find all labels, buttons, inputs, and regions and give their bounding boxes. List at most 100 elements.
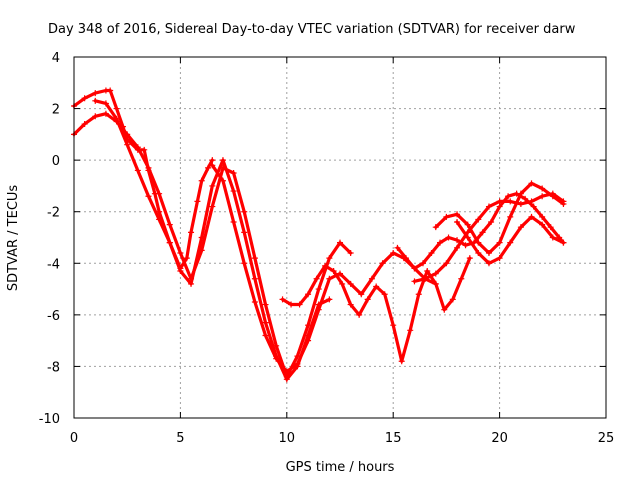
- data-point: [443, 260, 450, 267]
- data-point: [339, 280, 346, 287]
- grid: [74, 57, 606, 418]
- data-point: [124, 141, 131, 148]
- data-point: [124, 131, 131, 138]
- data-point: [241, 208, 248, 215]
- data-point: [209, 157, 216, 164]
- data-point: [262, 332, 269, 339]
- data-point: [560, 200, 567, 207]
- data-point: [475, 249, 482, 256]
- series-track-4: [209, 162, 439, 375]
- data-point: [496, 203, 503, 210]
- x-tick-label: 15: [385, 431, 402, 446]
- series-track-8: [432, 180, 567, 256]
- data-point: [496, 239, 503, 246]
- data-point: [464, 234, 471, 241]
- data-point: [219, 177, 226, 184]
- data-point: [322, 262, 329, 269]
- data-point: [188, 229, 195, 236]
- plot-frame: [73, 56, 607, 419]
- data-point: [496, 198, 503, 205]
- data-point: [485, 249, 492, 256]
- data-point: [432, 224, 439, 231]
- data-point: [539, 185, 546, 192]
- data-point: [432, 280, 439, 287]
- data-point: [337, 239, 343, 246]
- data-point: [330, 268, 337, 275]
- data-point: [549, 193, 556, 200]
- data-point: [347, 301, 354, 308]
- data-point: [315, 306, 322, 313]
- data-point: [166, 239, 173, 246]
- data-point: [81, 95, 88, 102]
- y-tick-label: 4: [52, 51, 60, 66]
- data-point: [454, 244, 461, 251]
- series-track-9: [454, 213, 567, 267]
- data-point: [496, 255, 503, 262]
- data-point: [205, 164, 212, 171]
- y-tick-label: -2: [47, 206, 60, 221]
- x-axis-label: GPS time / hours: [286, 460, 395, 475]
- data-point: [507, 239, 514, 246]
- data-point: [230, 219, 237, 226]
- data-point: [241, 229, 248, 236]
- y-tick-label: -8: [47, 360, 60, 375]
- data-point: [373, 283, 380, 290]
- data-point: [347, 249, 354, 256]
- data-point: [107, 87, 114, 94]
- series-track-2: [71, 110, 354, 380]
- data-point: [539, 213, 546, 220]
- data-point: [394, 244, 401, 251]
- data-point: [288, 301, 295, 308]
- data-point: [283, 376, 290, 383]
- data-point: [379, 260, 386, 267]
- y-tick-label: -10: [39, 412, 60, 427]
- data-point: [305, 291, 312, 298]
- data-point: [539, 193, 546, 200]
- data-point: [411, 278, 418, 285]
- data-point: [530, 203, 537, 210]
- data-point: [145, 193, 152, 200]
- x-tick-label: 0: [70, 431, 78, 446]
- data-point: [326, 275, 333, 282]
- data-point: [419, 260, 426, 267]
- data-point: [356, 311, 363, 318]
- chart-title: Day 348 of 2016, Sidereal Day-to-day VTE…: [48, 22, 576, 37]
- data-point: [209, 203, 216, 210]
- data-point: [517, 190, 524, 197]
- data-point: [113, 115, 120, 122]
- data-point: [528, 198, 535, 205]
- data-point: [102, 100, 109, 107]
- data-point: [424, 268, 431, 275]
- series-track-7: [411, 190, 567, 285]
- data-point: [381, 291, 388, 298]
- data-point: [437, 239, 444, 246]
- data-point: [296, 301, 303, 308]
- data-point: [251, 275, 258, 282]
- data-point: [443, 213, 450, 220]
- data-point: [454, 211, 461, 218]
- data-point: [145, 164, 152, 171]
- data-point: [262, 319, 269, 326]
- data-point: [507, 213, 514, 220]
- data-point: [141, 146, 148, 153]
- data-point: [428, 249, 435, 256]
- data-point: [188, 280, 195, 287]
- data-point: [177, 268, 184, 275]
- data-point: [411, 265, 418, 272]
- data-point: [219, 157, 226, 164]
- data-point: [458, 275, 465, 282]
- y-tick-label: 2: [52, 103, 60, 118]
- data-point: [454, 237, 461, 244]
- data-point: [528, 180, 535, 187]
- data-point: [432, 270, 439, 277]
- data-point: [415, 291, 422, 298]
- data-point: [209, 162, 216, 169]
- data-point: [156, 190, 163, 197]
- series-track-6: [394, 190, 567, 272]
- data-point: [390, 322, 397, 329]
- data-point: [488, 219, 495, 226]
- data-point: [445, 234, 452, 241]
- data-point: [479, 229, 486, 236]
- data-point: [475, 216, 482, 223]
